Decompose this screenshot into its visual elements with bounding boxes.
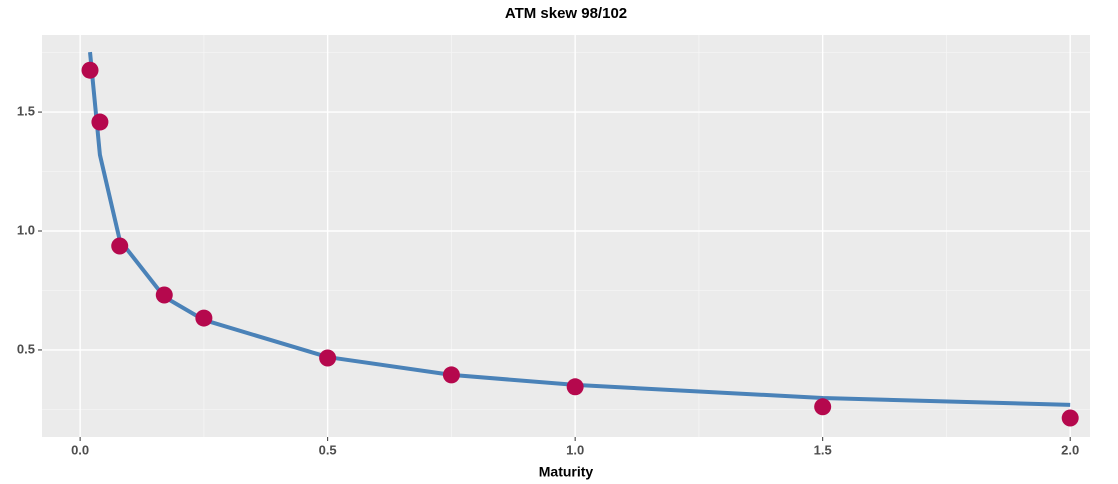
x-tick-label: 1.5 <box>814 442 832 457</box>
point <box>195 309 213 327</box>
chart-title: ATM skew 98/102 <box>505 5 627 22</box>
point <box>566 378 584 396</box>
y-tick-label: 1.5 <box>17 104 35 119</box>
y-tick-label: 0.5 <box>17 341 35 356</box>
point <box>111 237 129 255</box>
plot-panel <box>42 35 1090 437</box>
point <box>155 286 173 304</box>
point <box>1061 409 1079 427</box>
point <box>319 349 337 367</box>
x-tick-label: 0.5 <box>319 442 337 457</box>
point <box>81 61 99 79</box>
point <box>442 366 460 384</box>
x-tick-label: 0.0 <box>71 442 89 457</box>
x-tick-label: 1.0 <box>566 442 584 457</box>
point <box>814 398 832 416</box>
line <box>88 51 1071 407</box>
point <box>91 113 109 131</box>
y-tick-label: 1.0 <box>17 222 35 237</box>
x-tick-label: 2.0 <box>1061 442 1079 457</box>
x-axis-title: Maturity <box>539 464 594 480</box>
